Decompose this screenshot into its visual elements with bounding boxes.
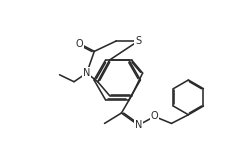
Text: O: O <box>151 112 158 121</box>
Text: O: O <box>75 39 83 48</box>
Text: S: S <box>135 36 141 46</box>
Text: N: N <box>83 68 90 78</box>
Text: N: N <box>135 120 142 130</box>
